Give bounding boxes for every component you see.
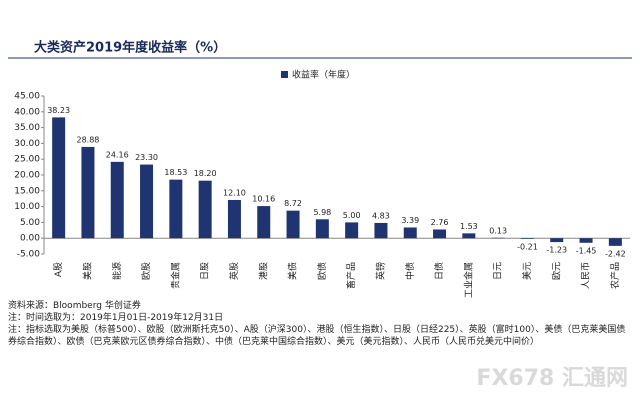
indices-note: 注：指标选取为美股（标普500）、欧股（欧洲斯托克50）、A股（沪深300）、港… xyxy=(8,325,626,347)
value-label: 18.20 xyxy=(194,169,217,178)
legend-swatch xyxy=(281,71,288,78)
chart: 大类资产2019年度收益率（%） 收益率（年度） -5.00 0.00 5.00 10… xyxy=(8,40,632,298)
value-label: 24.16 xyxy=(106,150,129,159)
value-label: 28.88 xyxy=(76,135,99,144)
y-tick-label: 15.00 xyxy=(14,186,40,196)
x-tick-label: 中债 xyxy=(404,262,416,280)
bar xyxy=(110,161,124,239)
x-tick-label: 美元 xyxy=(521,262,533,280)
watermark: FX678 汇通网 xyxy=(476,366,628,391)
bar xyxy=(52,117,66,239)
x-tick-label: 日股 xyxy=(200,262,211,280)
x-tick-label: 日元 xyxy=(493,262,504,280)
value-label: 2.76 xyxy=(431,218,449,227)
bar xyxy=(169,179,183,239)
notes: 资料来源：Bloomberg 华创证券 注：时间选取为：2019年1月01日-2… xyxy=(8,300,628,348)
value-label: 10.16 xyxy=(252,195,275,204)
value-label: 23.30 xyxy=(135,153,158,162)
x-tick-label: 美债 xyxy=(287,262,299,280)
x-tick-label: 港股 xyxy=(257,262,269,280)
value-label: -1.45 xyxy=(576,246,597,255)
x-tick-label: 畜产品 xyxy=(345,262,357,289)
y-tick-label: 40.00 xyxy=(14,107,40,117)
value-label: 5.98 xyxy=(313,208,331,217)
bar xyxy=(403,227,417,239)
y-tick-label: 35.00 xyxy=(14,123,40,133)
value-label: 38.23 xyxy=(47,106,70,115)
x-tick-label: 美股 xyxy=(81,262,93,280)
x-tick-label: 贵金属 xyxy=(169,262,181,289)
bar xyxy=(81,146,95,239)
value-label: 1.53 xyxy=(460,222,478,231)
bar xyxy=(608,238,622,246)
value-label: 0.13 xyxy=(489,226,507,235)
y-tick-label: 10.00 xyxy=(14,202,40,212)
x-tick-label: 欧股 xyxy=(140,262,152,280)
x-tick-label: 人民币 xyxy=(581,262,592,289)
bar xyxy=(520,238,534,239)
value-label: 5.00 xyxy=(343,211,361,220)
bar xyxy=(579,238,593,243)
value-label: 8.72 xyxy=(284,199,302,208)
bar xyxy=(462,233,476,239)
bar xyxy=(550,238,564,243)
x-tick-label: 英镑 xyxy=(374,262,386,280)
x-tick-label: 能源 xyxy=(111,262,123,280)
bar xyxy=(257,206,271,239)
bar xyxy=(433,229,447,239)
bar xyxy=(315,219,329,239)
value-label: 3.39 xyxy=(401,216,419,225)
x-tick-label: 农产品 xyxy=(609,262,621,289)
y-tick-label: 5.00 xyxy=(20,218,40,228)
value-label: 12.10 xyxy=(223,188,246,197)
y-tick-label: 0.00 xyxy=(20,234,40,244)
bar xyxy=(227,199,241,239)
value-label: 4.83 xyxy=(372,211,390,220)
value-label: -0.21 xyxy=(517,242,538,251)
y-tick-label: 45.00 xyxy=(14,92,40,102)
x-tick-label: 工业金属 xyxy=(462,262,474,298)
y-tick-label: 25.00 xyxy=(14,155,40,165)
y-tick-label: -5.00 xyxy=(17,250,41,260)
bar xyxy=(286,210,300,239)
bar xyxy=(345,222,359,239)
value-label: 18.53 xyxy=(164,168,187,177)
source-note: 资料来源：Bloomberg 华创证券 xyxy=(8,301,141,311)
period-note: 注：时间选取为：2019年1月01日-2019年12月31日 xyxy=(8,313,224,323)
x-tick-label: A股 xyxy=(53,262,64,277)
y-tick-label: 30.00 xyxy=(14,139,40,149)
x-tick-label: 英股 xyxy=(228,262,240,280)
bar xyxy=(374,222,388,239)
legend-label: 收益率（年度） xyxy=(292,69,355,81)
x-tick-label: 欧债 xyxy=(316,262,328,280)
y-tick-label: 20.00 xyxy=(14,171,40,181)
x-tick-label: 欧元 xyxy=(550,262,562,280)
value-label: -1.23 xyxy=(546,246,567,255)
value-label: -2.42 xyxy=(605,249,626,258)
bar xyxy=(140,164,154,239)
bar xyxy=(198,180,212,239)
x-tick-label: 日债 xyxy=(433,262,445,280)
chart-title: 大类资产2019年度收益率（%） xyxy=(34,40,226,56)
